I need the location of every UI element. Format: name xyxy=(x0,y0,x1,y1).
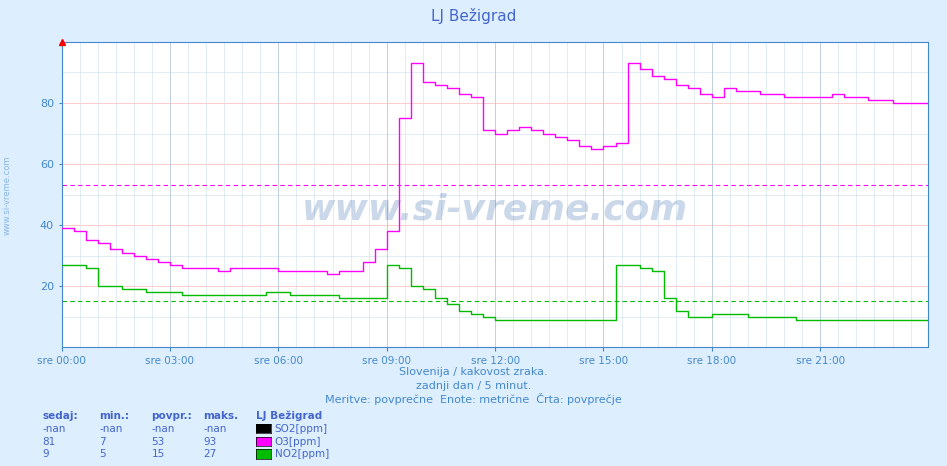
Text: LJ Bežigrad: LJ Bežigrad xyxy=(256,411,322,421)
Text: 27: 27 xyxy=(204,449,217,459)
Text: sedaj:: sedaj: xyxy=(43,411,79,421)
Text: 81: 81 xyxy=(43,437,56,446)
Text: 9: 9 xyxy=(43,449,49,459)
Text: NO2[ppm]: NO2[ppm] xyxy=(275,449,329,459)
Text: min.:: min.: xyxy=(99,411,130,421)
Text: 7: 7 xyxy=(99,437,106,446)
Text: maks.: maks. xyxy=(204,411,239,421)
Text: SO2[ppm]: SO2[ppm] xyxy=(275,424,328,434)
Text: 93: 93 xyxy=(204,437,217,446)
Text: zadnji dan / 5 minut.: zadnji dan / 5 minut. xyxy=(416,381,531,391)
Text: 15: 15 xyxy=(152,449,165,459)
Text: -nan: -nan xyxy=(204,424,227,434)
Text: povpr.:: povpr.: xyxy=(152,411,192,421)
Text: O3[ppm]: O3[ppm] xyxy=(275,437,321,446)
Text: -nan: -nan xyxy=(152,424,175,434)
Text: -nan: -nan xyxy=(99,424,123,434)
Text: 53: 53 xyxy=(152,437,165,446)
Text: 5: 5 xyxy=(99,449,106,459)
Text: Slovenija / kakovost zraka.: Slovenija / kakovost zraka. xyxy=(400,367,547,377)
Text: www.si-vreme.com: www.si-vreme.com xyxy=(302,193,688,227)
Text: -nan: -nan xyxy=(43,424,66,434)
Text: www.si-vreme.com: www.si-vreme.com xyxy=(3,156,12,235)
Text: LJ Bežigrad: LJ Bežigrad xyxy=(431,8,516,24)
Text: Meritve: povprečne  Enote: metrične  Črta: povprečje: Meritve: povprečne Enote: metrične Črta:… xyxy=(325,393,622,405)
